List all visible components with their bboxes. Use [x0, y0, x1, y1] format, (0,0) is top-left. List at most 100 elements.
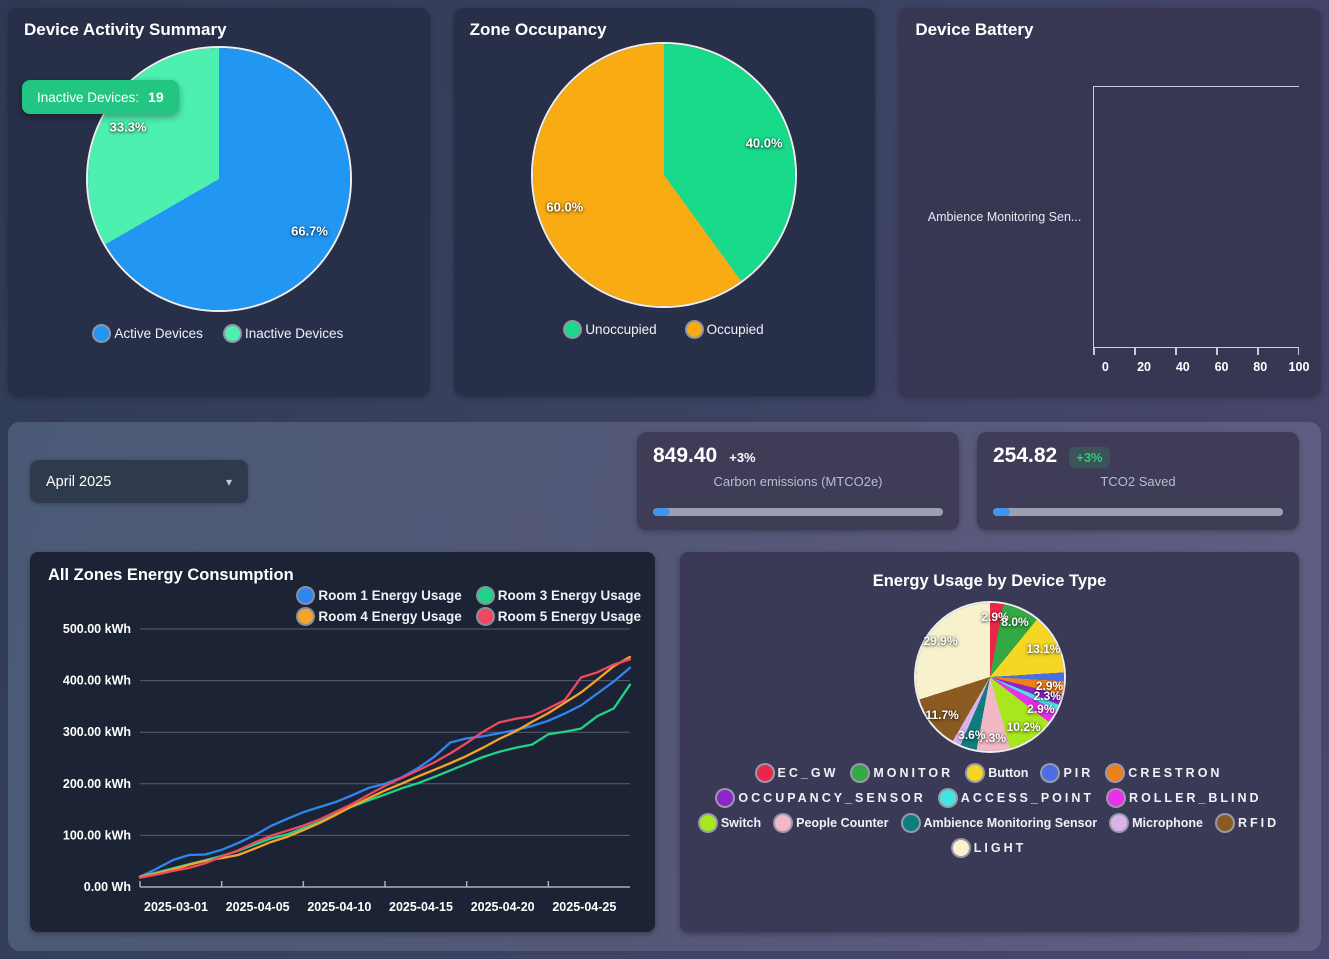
legend-label: OCCUPANCY_SENSOR	[738, 791, 926, 805]
legend-item[interactable]: Ambience Monitoring Sensor	[902, 815, 1097, 831]
svg-text:100.00 kWh: 100.00 kWh	[63, 828, 131, 842]
carbon-emissions-value: 849.40	[653, 444, 718, 467]
legend-dot-icon	[477, 609, 493, 624]
svg-text:200.00 kWh: 200.00 kWh	[63, 777, 131, 791]
legend-label: Occupied	[706, 322, 764, 337]
pie-percent-label: 2.9%	[1027, 702, 1055, 717]
legend-item[interactable]: People Counter	[775, 815, 889, 831]
device-activity-legend: Active Devices Inactive Devices	[24, 326, 414, 341]
legend-label: Room 3 Energy Usage	[497, 588, 641, 603]
pie-percent-label: 8.0%	[1001, 614, 1029, 629]
legend-dot-icon	[1108, 790, 1125, 806]
legend-item[interactable]: LIGHT	[952, 840, 1027, 856]
legend-label: Room 4 Energy Usage	[318, 609, 462, 624]
pie-percent-label: 7.3%	[978, 730, 1007, 745]
month-select[interactable]: April 2025 ▾	[30, 460, 248, 503]
legend-item[interactable]: Unoccupied	[565, 322, 657, 337]
legend-dot-icon	[224, 326, 240, 341]
inactive-devices-tooltip: Inactive Devices: 19	[22, 80, 179, 114]
battery-x-tick-label: 80	[1253, 360, 1268, 374]
svg-text:400.00 kWh: 400.00 kWh	[63, 674, 131, 688]
svg-text:300.00 kWh: 300.00 kWh	[63, 725, 131, 739]
legend-label: People Counter	[796, 816, 889, 830]
carbon-emissions-delta: +3%	[729, 450, 756, 465]
svg-text:2025-04-20: 2025-04-20	[471, 900, 535, 914]
energy-consumption-card: All Zones Energy Consumption Room 1 Ener…	[30, 552, 655, 932]
tco2-saved-label: TCO2 Saved	[1100, 474, 1176, 489]
legend-label: RFID	[1237, 816, 1280, 830]
battery-x-tick-label: 60	[1214, 360, 1229, 374]
legend-dot-icon	[717, 790, 734, 806]
main-panel: April 2025 ▾ 849.40 +3% Carbon emissions…	[8, 422, 1321, 951]
svg-text:2025-04-25: 2025-04-25	[552, 900, 616, 914]
device-type-legend: EC_GW MONITOR Button PIR CRESTRON OCCUPANCY_S…	[698, 765, 1281, 856]
legend-dot-icon	[477, 588, 493, 603]
legend-item[interactable]: Room 1 Energy Usage	[298, 588, 462, 603]
legend-item[interactable]: MONITOR	[852, 765, 953, 781]
legend-label: ROLLER_BLIND	[1129, 791, 1262, 805]
legend-label: Inactive Devices	[244, 326, 344, 341]
legend-dot-icon	[298, 588, 314, 603]
device-type-usage-title: Energy Usage by Device Type	[872, 572, 1107, 590]
month-select-value: April 2025	[46, 473, 112, 490]
legend-label: PIR	[1063, 766, 1094, 780]
legend-item[interactable]: OCCUPANCY_SENSOR	[717, 790, 925, 806]
legend-item[interactable]: Inactive Devices	[224, 326, 344, 341]
tco2-saved-value: 254.82	[993, 444, 1058, 467]
battery-x-axis-labels: 0 20 40 60 80 100	[1101, 360, 1310, 382]
battery-x-tick-label: 20	[1137, 360, 1151, 374]
zone-occupancy-pie[interactable]: 40.0% 60.0%	[533, 44, 796, 306]
legend-item[interactable]: PIR	[1042, 765, 1093, 781]
tco2-saved-kpi-card: 254.82 +3% TCO2 Saved	[977, 432, 1299, 530]
svg-text:2025-03-01: 2025-03-01	[144, 900, 208, 914]
top-card-row: Device Activity Summary Inactive Devices…	[0, 0, 1329, 404]
legend-item[interactable]: CRESTRON	[1107, 765, 1222, 781]
svg-text:2025-04-15: 2025-04-15	[389, 900, 453, 914]
device-type-pie[interactable]: 2.9% 8.0% 13.1% 2.9% 2.3% 2.9% 10.2% 7.3% 3.6% 11…	[915, 603, 1064, 751]
pie-percent-label: 29.9%	[923, 634, 958, 649]
legend-item[interactable]: Room 4 Energy Usage	[298, 609, 462, 624]
legend-label: EC_GW	[777, 766, 839, 780]
legend-dot-icon	[756, 765, 773, 781]
pie-percent-label: 10.2%	[1006, 720, 1041, 735]
chevron-down-icon: ▾	[225, 474, 232, 489]
legend-dot-icon	[967, 765, 984, 781]
energy-consumption-line-chart[interactable]: 0.00 Wh 100.00 kWh 200.00 kWh 300.00 kWh 400…	[48, 613, 640, 933]
kpi-row: 849.40 +3% Carbon emissions (MTCO2e) 254…	[637, 432, 1299, 530]
legend-label: LIGHT	[973, 841, 1027, 855]
legend-item[interactable]: Room 3 Energy Usage	[477, 588, 641, 603]
legend-item[interactable]: Room 5 Energy Usage	[477, 609, 641, 624]
battery-category-label: Ambience Monitoring Sen...	[927, 210, 1082, 224]
device-activity-card: Device Activity Summary Inactive Devices…	[8, 8, 430, 396]
legend-label: Unoccupied	[585, 322, 657, 337]
legend-item[interactable]: RFID	[1216, 815, 1280, 831]
legend-item[interactable]: EC_GW	[756, 765, 839, 781]
svg-text:2025-04-05: 2025-04-05	[226, 900, 290, 914]
pie-percent-label: 2.9%	[1035, 678, 1064, 693]
legend-item[interactable]: ROLLER_BLIND	[1108, 790, 1262, 806]
battery-x-tick-label: 0	[1101, 360, 1109, 374]
legend-dot-icon	[1216, 815, 1233, 831]
device-type-usage-card: Energy Usage by Device Type 2.9% 8.0% 13.1…	[680, 552, 1299, 932]
tco2-saved-delta: +3%	[1069, 447, 1110, 468]
legend-item[interactable]: ACCESS_POINT	[939, 790, 1094, 806]
legend-dot-icon	[1042, 765, 1059, 781]
device-activity-title: Device Activity Summary	[24, 20, 227, 39]
tco2-saved-progress	[993, 508, 1283, 516]
legend-label: Active Devices	[114, 326, 203, 341]
legend-dot-icon	[852, 765, 869, 781]
legend-label: Button	[988, 766, 1029, 780]
pie-percent-label: 40.0%	[745, 135, 783, 151]
legend-label: Room 1 Energy Usage	[318, 588, 462, 603]
pie-percent-label: 11.7%	[925, 707, 959, 722]
legend-item[interactable]: Microphone	[1111, 815, 1203, 831]
legend-item[interactable]: Button	[967, 765, 1028, 781]
legend-label: MONITOR	[873, 766, 954, 780]
pie-percent-label: 2.3%	[1033, 688, 1061, 703]
battery-x-tick-label: 40	[1175, 360, 1190, 374]
legend-dot-icon	[699, 815, 716, 831]
legend-dot-icon	[565, 322, 581, 337]
legend-item[interactable]: Occupied	[686, 322, 764, 337]
legend-item[interactable]: Active Devices	[94, 326, 203, 341]
legend-item[interactable]: Switch	[699, 815, 761, 831]
